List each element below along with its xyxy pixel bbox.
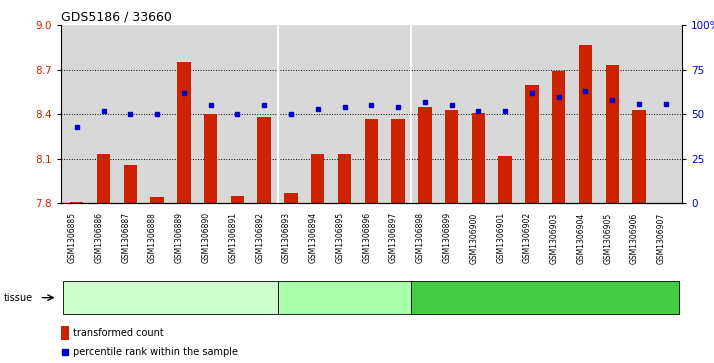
Bar [231, 196, 244, 203]
Text: GSM1306890: GSM1306890 [201, 212, 211, 264]
Bar [204, 114, 217, 203]
Text: GSM1306893: GSM1306893 [282, 212, 291, 264]
Text: GSM1306885: GSM1306885 [68, 212, 77, 263]
Bar [633, 110, 645, 203]
Text: GSM1306888: GSM1306888 [148, 212, 157, 263]
Text: GSM1306894: GSM1306894 [308, 212, 318, 264]
Text: GSM1306887: GSM1306887 [121, 212, 131, 263]
Text: ruptured intracranial aneurysm: ruptured intracranial aneurysm [99, 293, 241, 302]
Text: transformed count: transformed count [74, 328, 164, 338]
Bar [552, 72, 565, 203]
Bar [391, 119, 405, 203]
Bar [124, 165, 137, 203]
Text: GSM1306896: GSM1306896 [362, 212, 371, 264]
Text: GSM1306897: GSM1306897 [389, 212, 398, 264]
Bar [445, 110, 458, 203]
Bar [338, 154, 351, 203]
Bar [418, 107, 431, 203]
Text: percentile rank within the sample: percentile rank within the sample [74, 347, 238, 358]
Text: GSM1306892: GSM1306892 [255, 212, 264, 263]
Text: GSM1306901: GSM1306901 [496, 212, 505, 264]
Bar [151, 197, 164, 203]
Text: GSM1306886: GSM1306886 [94, 212, 104, 263]
Bar [70, 202, 84, 203]
Text: superficial temporal artery: superficial temporal artery [485, 293, 606, 302]
Text: GSM1306899: GSM1306899 [443, 212, 451, 264]
Bar [472, 113, 485, 203]
Text: GSM1306898: GSM1306898 [416, 212, 425, 263]
Bar [498, 156, 512, 203]
Bar [61, 326, 69, 340]
Bar [97, 154, 110, 203]
Text: tissue: tissue [4, 293, 33, 303]
Text: GSM1306900: GSM1306900 [469, 212, 478, 264]
Text: GSM1306889: GSM1306889 [175, 212, 183, 263]
Text: GDS5186 / 33660: GDS5186 / 33660 [61, 11, 171, 24]
Text: GSM1306904: GSM1306904 [576, 212, 585, 264]
Text: GSM1306905: GSM1306905 [603, 212, 613, 264]
Text: GSM1306903: GSM1306903 [550, 212, 558, 264]
Bar [284, 193, 298, 203]
Bar [526, 85, 538, 203]
Text: GSM1306902: GSM1306902 [523, 212, 532, 264]
Bar [177, 62, 191, 203]
Bar [605, 65, 619, 203]
Text: GSM1306895: GSM1306895 [336, 212, 344, 264]
Bar [579, 45, 592, 203]
Text: unruptured intracranial
aneurysm: unruptured intracranial aneurysm [291, 288, 398, 307]
Text: GSM1306907: GSM1306907 [657, 212, 665, 264]
Bar [258, 117, 271, 203]
Text: GSM1306906: GSM1306906 [630, 212, 639, 264]
Text: GSM1306891: GSM1306891 [228, 212, 237, 263]
Bar [311, 154, 324, 203]
Bar [365, 119, 378, 203]
